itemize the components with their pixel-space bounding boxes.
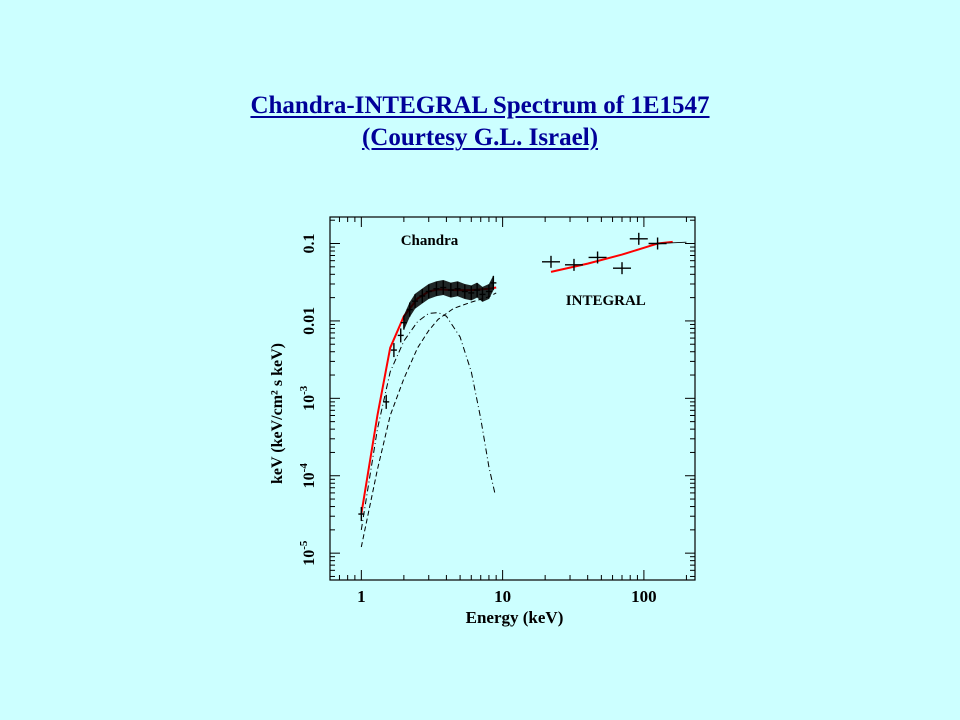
data-point (397, 328, 404, 343)
data-point (390, 343, 397, 358)
x-axis-label: Energy (keV) (466, 608, 564, 627)
data-point (629, 232, 648, 245)
x-tick-label: 1 (357, 587, 366, 606)
slide-title: Chandra-INTEGRAL Spectrum of 1E1547 (Cou… (0, 90, 960, 154)
y-axis-label: keV (keV/cm² s keV) (269, 343, 286, 484)
model-curves (360, 240, 687, 548)
slide-title-line-2: (Courtesy G.L. Israel) (361, 124, 599, 151)
slide-title-line-1: Chandra-INTEGRAL Spectrum of 1E1547 (250, 92, 710, 119)
data-point (358, 507, 365, 522)
y-tick-label: 0.01 (301, 307, 318, 335)
data-point (613, 262, 632, 275)
data-point (564, 258, 583, 271)
model-curve-integral (550, 240, 673, 273)
y-tick-label: 10-5 (298, 540, 318, 566)
x-tick-label: 100 (631, 587, 657, 606)
annotation-integral: INTEGRAL (566, 293, 646, 309)
x-tick-label: 10 (494, 587, 511, 606)
annotation-chandra: Chandra (401, 233, 459, 249)
data-point (588, 251, 607, 264)
data-point (648, 237, 667, 250)
data-point (383, 394, 390, 409)
y-tick-label: 0.1 (301, 234, 318, 254)
dashed-component-curve (360, 292, 497, 548)
plot-frame (329, 216, 696, 581)
data-point (541, 255, 560, 268)
y-tick-label: 10-3 (298, 385, 318, 411)
plot-border (329, 216, 696, 581)
model-curve-chandra (360, 286, 497, 515)
dashdot-component-curve (360, 312, 496, 530)
spectrum-chart: 1 10 100 0.1 0.01 10-3 10-4 10-5 Energy (keV) keV… (269, 216, 696, 627)
y-tick-label: 10-4 (298, 463, 318, 489)
axis-labels: 1 10 100 0.1 0.01 10-3 10-4 10-5 Energy (keV) keV… (269, 233, 657, 627)
data-points (358, 232, 667, 522)
chandra-data-band (403, 275, 494, 331)
